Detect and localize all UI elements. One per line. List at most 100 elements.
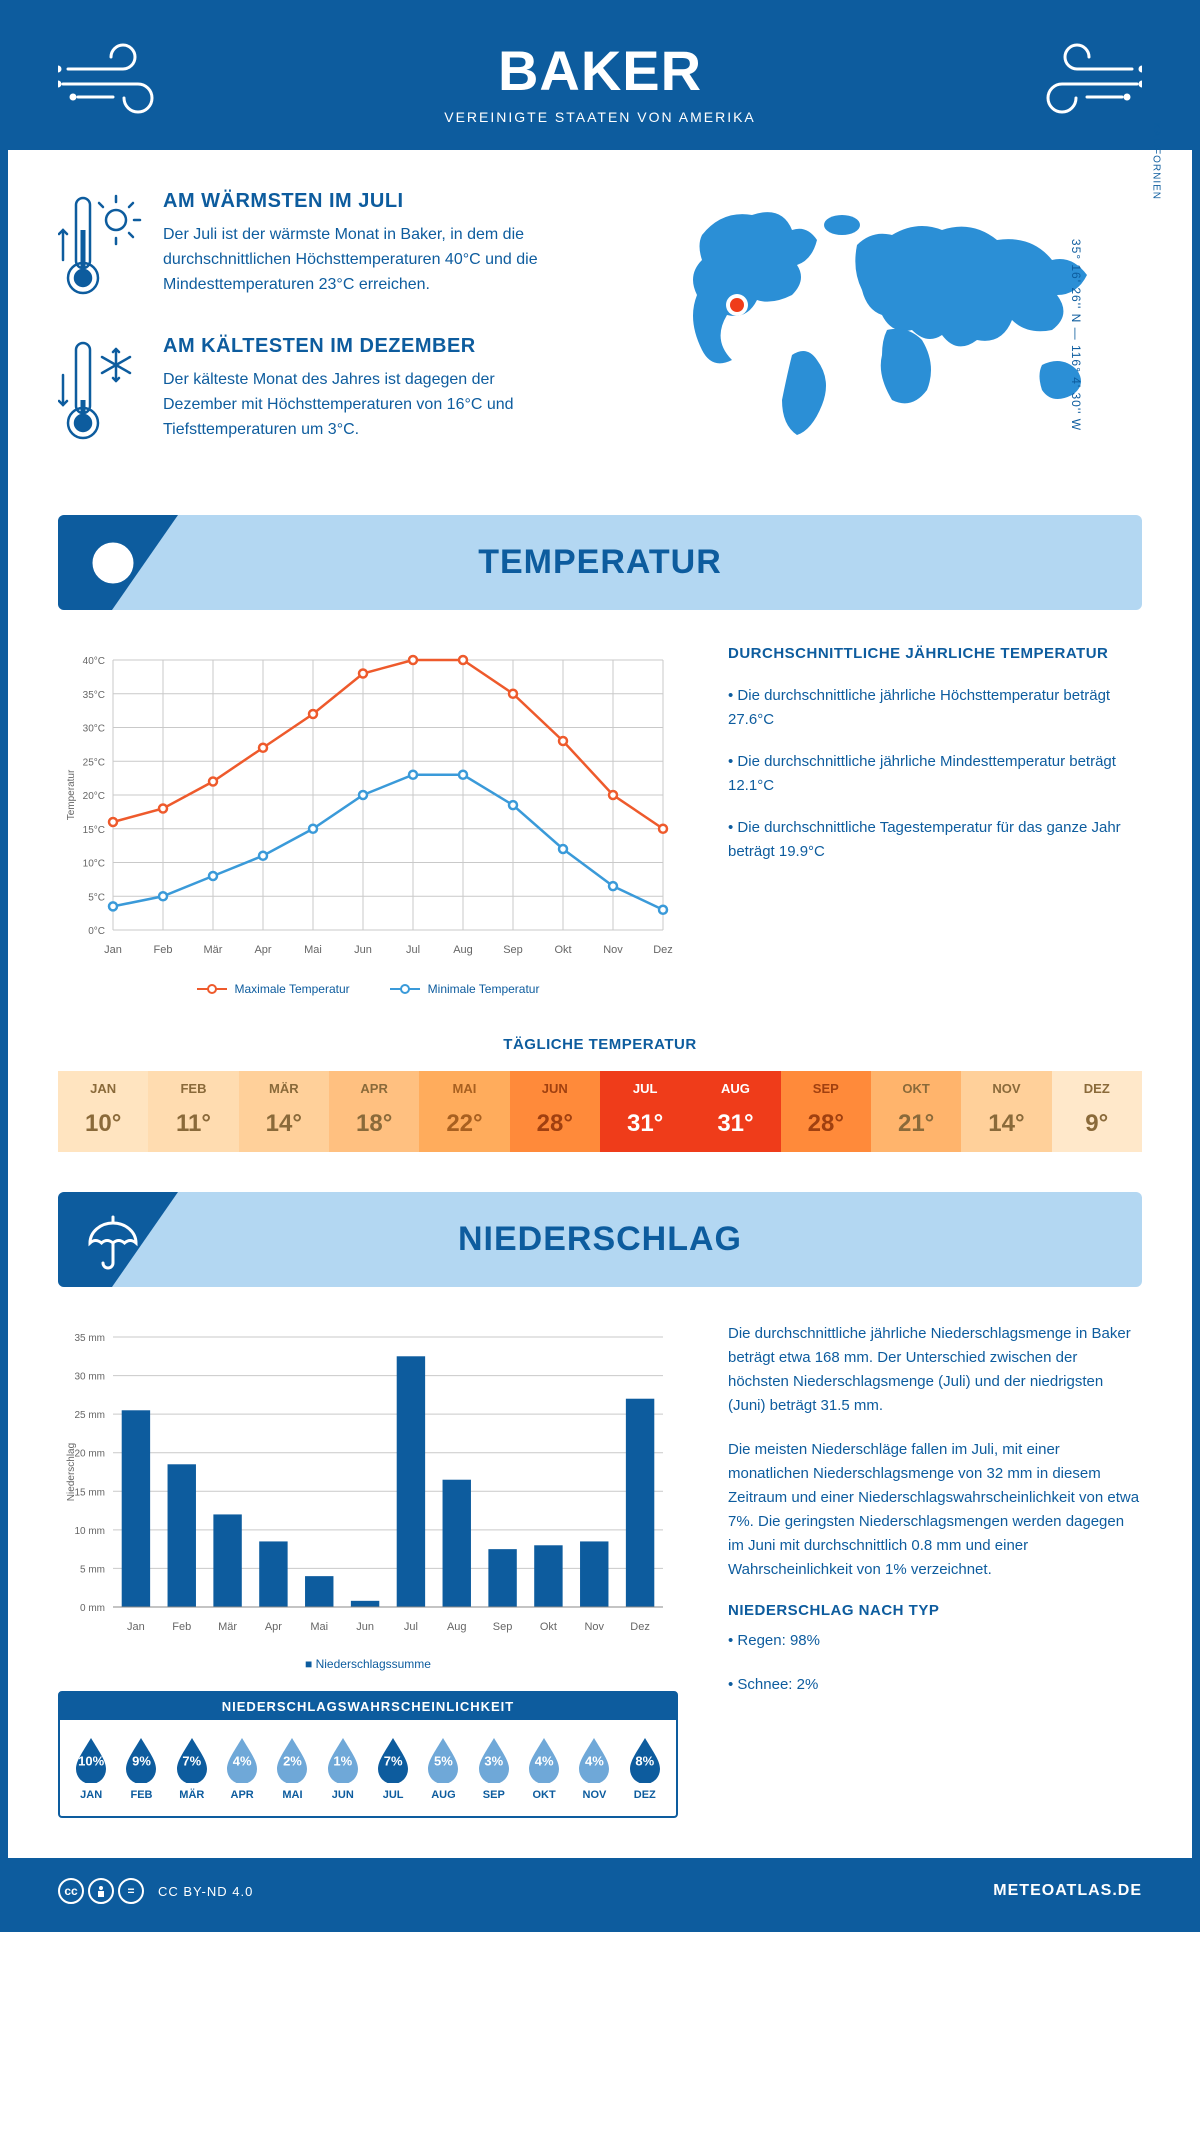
svg-text:Dez: Dez — [653, 944, 673, 956]
prob-cell: 4%NOV — [571, 1735, 617, 1801]
temp-cell: APR18° — [329, 1071, 419, 1152]
temp-cell: FEB11° — [148, 1071, 238, 1152]
prob-cell: 7%JUL — [370, 1735, 416, 1801]
legend-max: Maximale Temperatur — [235, 982, 350, 996]
cold-text: Der kälteste Monat des Jahres ist dagege… — [163, 368, 563, 442]
precip-type-title: NIEDERSCHLAG NACH TYP — [728, 1602, 1142, 1619]
svg-text:Niederschlag: Niederschlag — [66, 1443, 77, 1501]
temp-side-title: DURCHSCHNITTLICHE JÄHRLICHE TEMPERATUR — [728, 645, 1142, 662]
bar-legend: Niederschlagssumme — [58, 1657, 678, 1671]
svg-text:Sep: Sep — [503, 944, 523, 956]
prob-title: NIEDERSCHLAGSWAHRSCHEINLICHKEIT — [60, 1693, 676, 1720]
header-bar: BAKER VEREINIGTE STAATEN VON AMERIKA — [8, 8, 1192, 150]
svg-text:Mär: Mär — [204, 944, 223, 956]
temp-bullet-1: • Die durchschnittliche jährliche Höchst… — [728, 684, 1142, 732]
svg-text:20°C: 20°C — [83, 791, 105, 802]
svg-text:40°C: 40°C — [83, 656, 105, 667]
svg-text:25°C: 25°C — [83, 757, 105, 768]
temp-cell: AUG31° — [690, 1071, 780, 1152]
prob-cell: 1%JUN — [320, 1735, 366, 1801]
svg-text:5°C: 5°C — [88, 892, 105, 903]
coordinates: 35° 16' 26'' N — 116° 4' 30'' W — [1069, 239, 1083, 431]
temp-cell: OKT21° — [871, 1071, 961, 1152]
temperature-line-chart: 0°C5°C10°C15°C20°C25°C30°C35°C40°CJanFeb… — [58, 645, 678, 996]
precipitation-banner: NIEDERSCHLAG — [58, 1192, 1142, 1287]
by-icon — [88, 1878, 114, 1904]
footer-bar: cc = CC BY-ND 4.0 METEOATLAS.DE — [8, 1858, 1192, 1924]
temp-cell: MÄR14° — [239, 1071, 329, 1152]
precip-type-1: • Regen: 98% — [728, 1629, 1142, 1653]
svg-text:5 mm: 5 mm — [80, 1564, 105, 1575]
svg-text:0 mm: 0 mm — [80, 1603, 105, 1614]
prob-cell: 2%MAI — [269, 1735, 315, 1801]
precipitation-title: NIEDERSCHLAG — [58, 1220, 1142, 1259]
cold-title: AM KÄLTESTEN IM DEZEMBER — [163, 335, 563, 358]
temp-cell: MAI22° — [419, 1071, 509, 1152]
daily-temp-title: TÄGLICHE TEMPERATUR — [8, 1036, 1192, 1053]
svg-text:Feb: Feb — [154, 944, 173, 956]
svg-text:Sep: Sep — [493, 1621, 513, 1633]
prob-cell: 3%SEP — [471, 1735, 517, 1801]
svg-text:30°C: 30°C — [83, 724, 105, 735]
precipitation-probability-box: NIEDERSCHLAGSWAHRSCHEINLICHKEIT 10%JAN9%… — [58, 1691, 678, 1818]
svg-text:Apr: Apr — [265, 1621, 282, 1633]
cc-icons: cc = — [58, 1878, 144, 1904]
warm-text: Der Juli ist der wärmste Monat in Baker,… — [163, 223, 563, 297]
thermometer-cold-icon — [58, 335, 143, 450]
prob-cell: 5%AUG — [420, 1735, 466, 1801]
svg-text:Mär: Mär — [218, 1621, 237, 1633]
country-name: VEREINIGTE STAATEN VON AMERIKA — [188, 109, 1012, 125]
svg-text:Aug: Aug — [453, 944, 473, 956]
cc-icon: cc — [58, 1878, 84, 1904]
temp-cell: SEP28° — [781, 1071, 871, 1152]
svg-text:Feb: Feb — [172, 1621, 191, 1633]
temp-cell: NOV14° — [961, 1071, 1051, 1152]
city-name: BAKER — [188, 38, 1012, 103]
svg-text:20 mm: 20 mm — [74, 1449, 105, 1460]
prob-cell: 9%FEB — [118, 1735, 164, 1801]
svg-text:Jan: Jan — [104, 944, 122, 956]
svg-text:Aug: Aug — [447, 1621, 467, 1633]
prob-cell: 4%APR — [219, 1735, 265, 1801]
temp-cell: DEZ9° — [1052, 1071, 1142, 1152]
prob-cell: 4%OKT — [521, 1735, 567, 1801]
thermometer-hot-icon — [58, 190, 143, 305]
temp-bullet-2: • Die durchschnittliche jährliche Mindes… — [728, 750, 1142, 798]
svg-text:Jun: Jun — [356, 1621, 374, 1633]
temp-bullet-3: • Die durchschnittliche Tagestemperatur … — [728, 816, 1142, 864]
precip-p2: Die meisten Niederschläge fallen im Juli… — [728, 1438, 1142, 1582]
svg-text:Mai: Mai — [304, 944, 322, 956]
legend-min: Minimale Temperatur — [428, 982, 540, 996]
region-label: KALIFORNIEN — [1151, 122, 1162, 200]
svg-text:Temperatur: Temperatur — [66, 769, 77, 820]
svg-text:10°C: 10°C — [83, 859, 105, 870]
svg-text:Okt: Okt — [554, 944, 571, 956]
precipitation-bar-chart: 0 mm 5 mm 10 mm 15 mm 20 mm 25 mm 30 mm 35 mm Ni… — [58, 1322, 678, 1671]
svg-text:Jun: Jun — [354, 944, 372, 956]
svg-text:Nov: Nov — [584, 1621, 604, 1633]
prob-cell: 10%JAN — [68, 1735, 114, 1801]
svg-text:10 mm: 10 mm — [74, 1526, 105, 1537]
temp-cell: JAN10° — [58, 1071, 148, 1152]
svg-text:Jul: Jul — [406, 944, 420, 956]
svg-text:30 mm: 30 mm — [74, 1372, 105, 1383]
svg-text:15 mm: 15 mm — [74, 1487, 105, 1498]
svg-text:Jan: Jan — [127, 1621, 145, 1633]
svg-text:Dez: Dez — [630, 1621, 650, 1633]
svg-text:Nov: Nov — [603, 944, 623, 956]
temp-cell: JUN28° — [510, 1071, 600, 1152]
daily-temp-strip: JAN10°FEB11°MÄR14°APR18°MAI22°JUN28°JUL3… — [58, 1071, 1142, 1152]
nd-icon: = — [118, 1878, 144, 1904]
warm-title: AM WÄRMSTEN IM JULI — [163, 190, 563, 213]
precip-type-2: • Schnee: 2% — [728, 1673, 1142, 1697]
svg-text:Mai: Mai — [310, 1621, 328, 1633]
svg-text:Apr: Apr — [254, 944, 271, 956]
license-text: CC BY-ND 4.0 — [158, 1884, 253, 1899]
svg-text:Jul: Jul — [404, 1621, 418, 1633]
temperature-title: TEMPERATUR — [58, 543, 1142, 582]
svg-text:35°C: 35°C — [83, 690, 105, 701]
svg-text:35 mm: 35 mm — [74, 1333, 105, 1344]
site-name: METEOATLAS.DE — [993, 1882, 1142, 1900]
svg-text:25 mm: 25 mm — [74, 1410, 105, 1421]
svg-text:0°C: 0°C — [88, 926, 105, 937]
